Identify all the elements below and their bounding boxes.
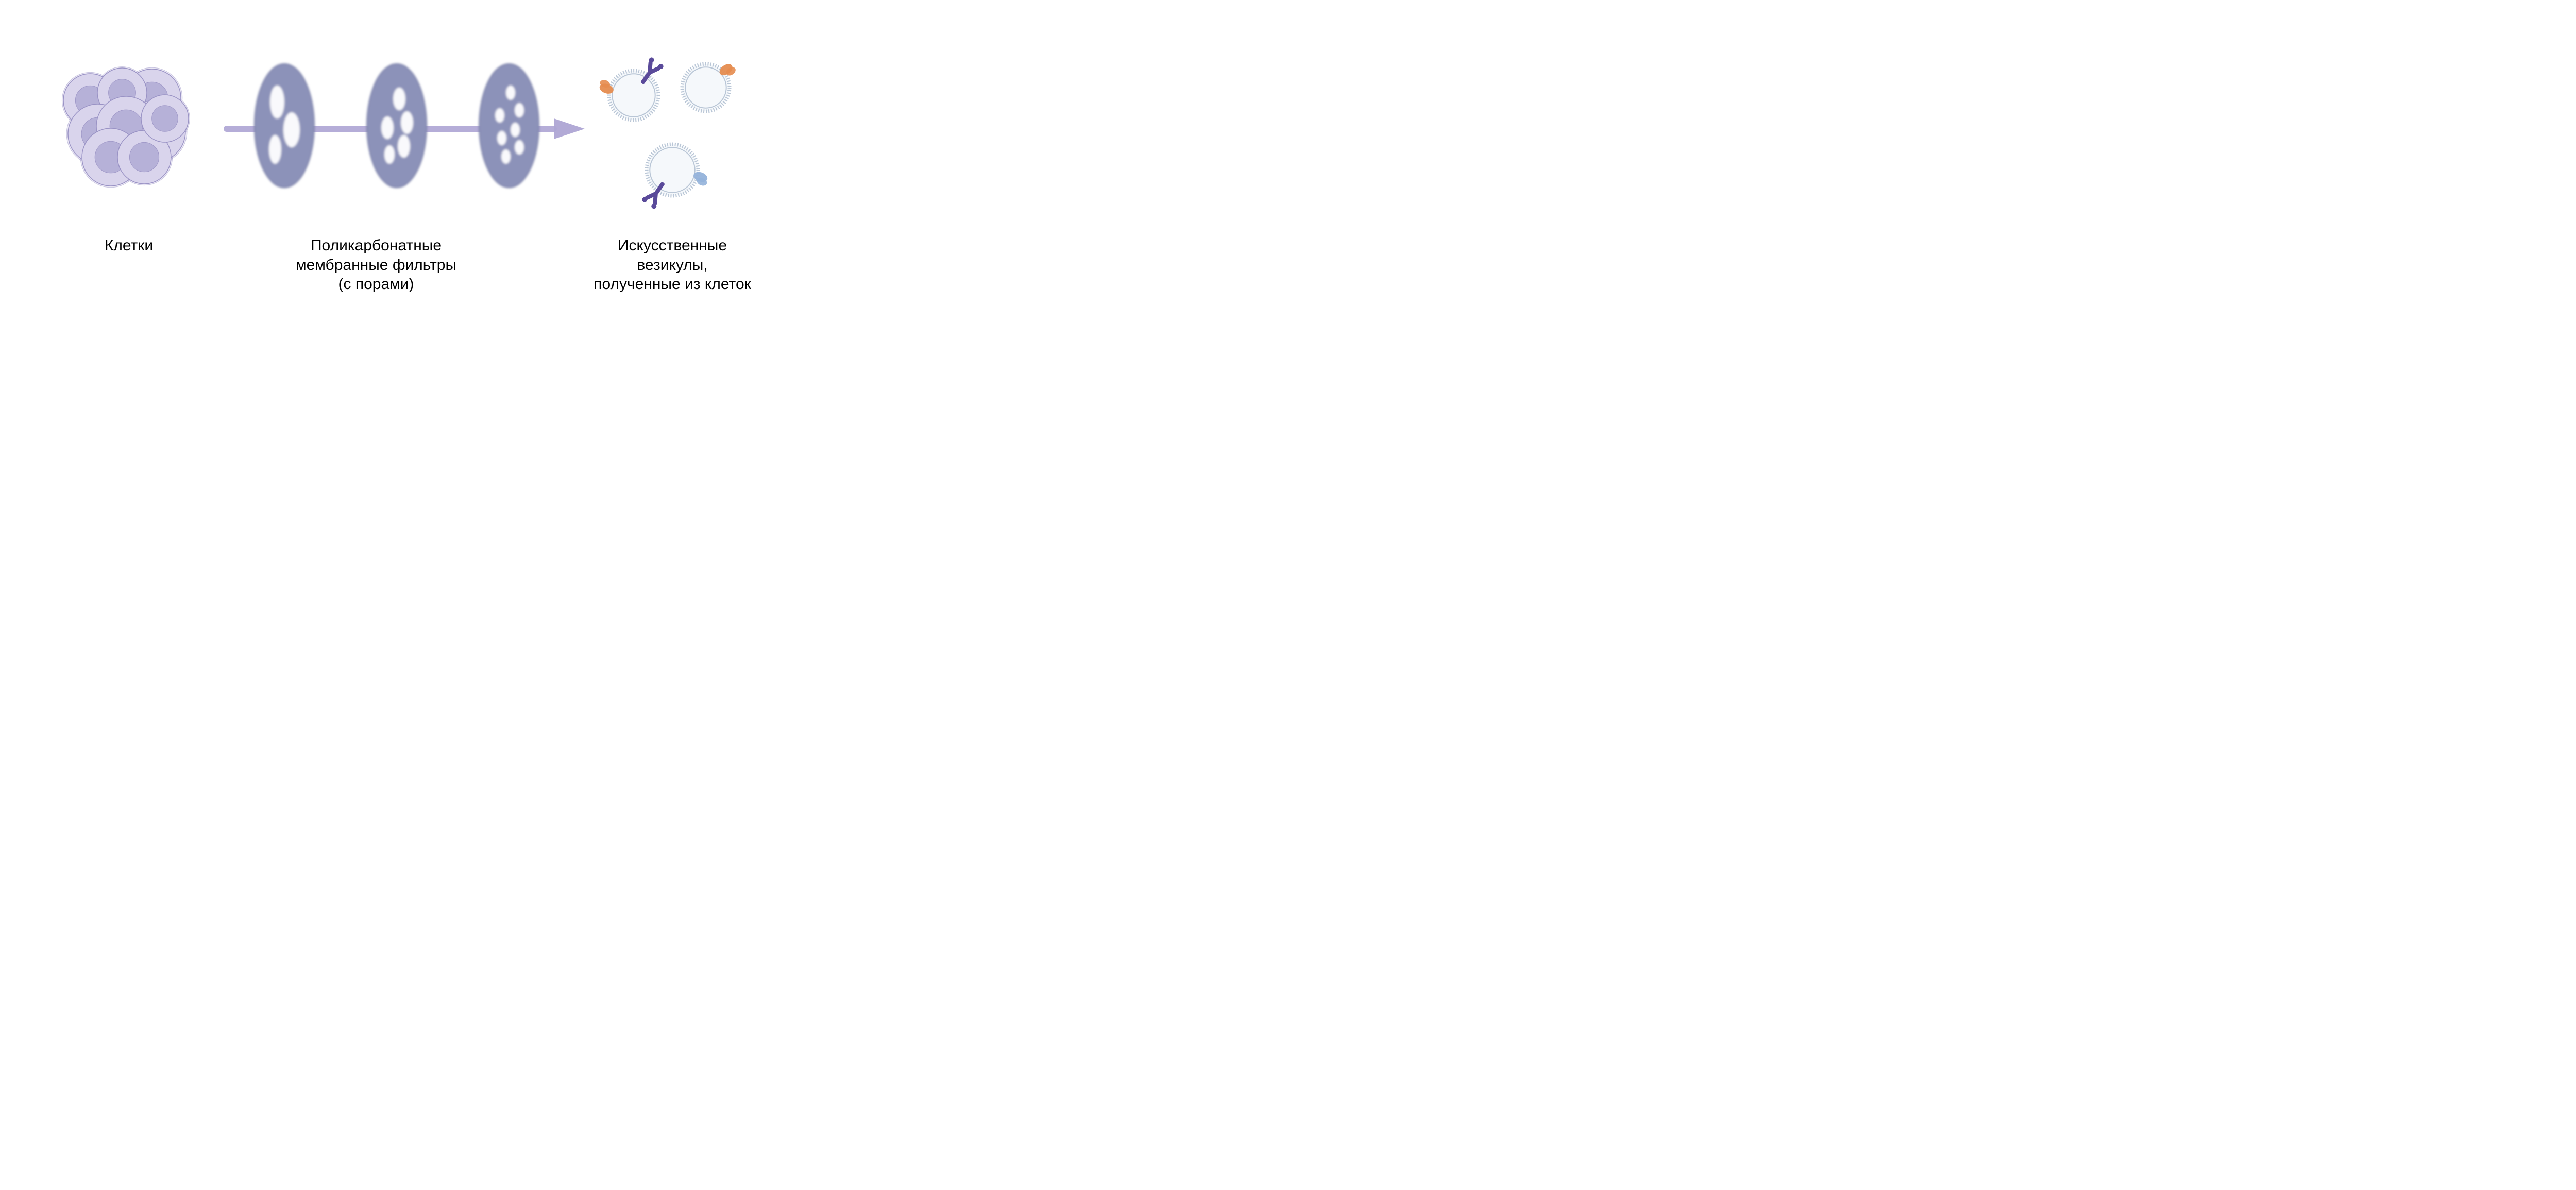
cells-label: Клетки	[62, 236, 196, 256]
diagram-stage: Клетки Поликарбонатные мембранные фильтр…	[0, 0, 810, 327]
filters-label: Поликарбонатные мембранные фильтры (с по…	[258, 236, 495, 294]
vesicles-label: Искусственные везикулы, полученные из кл…	[567, 236, 778, 294]
